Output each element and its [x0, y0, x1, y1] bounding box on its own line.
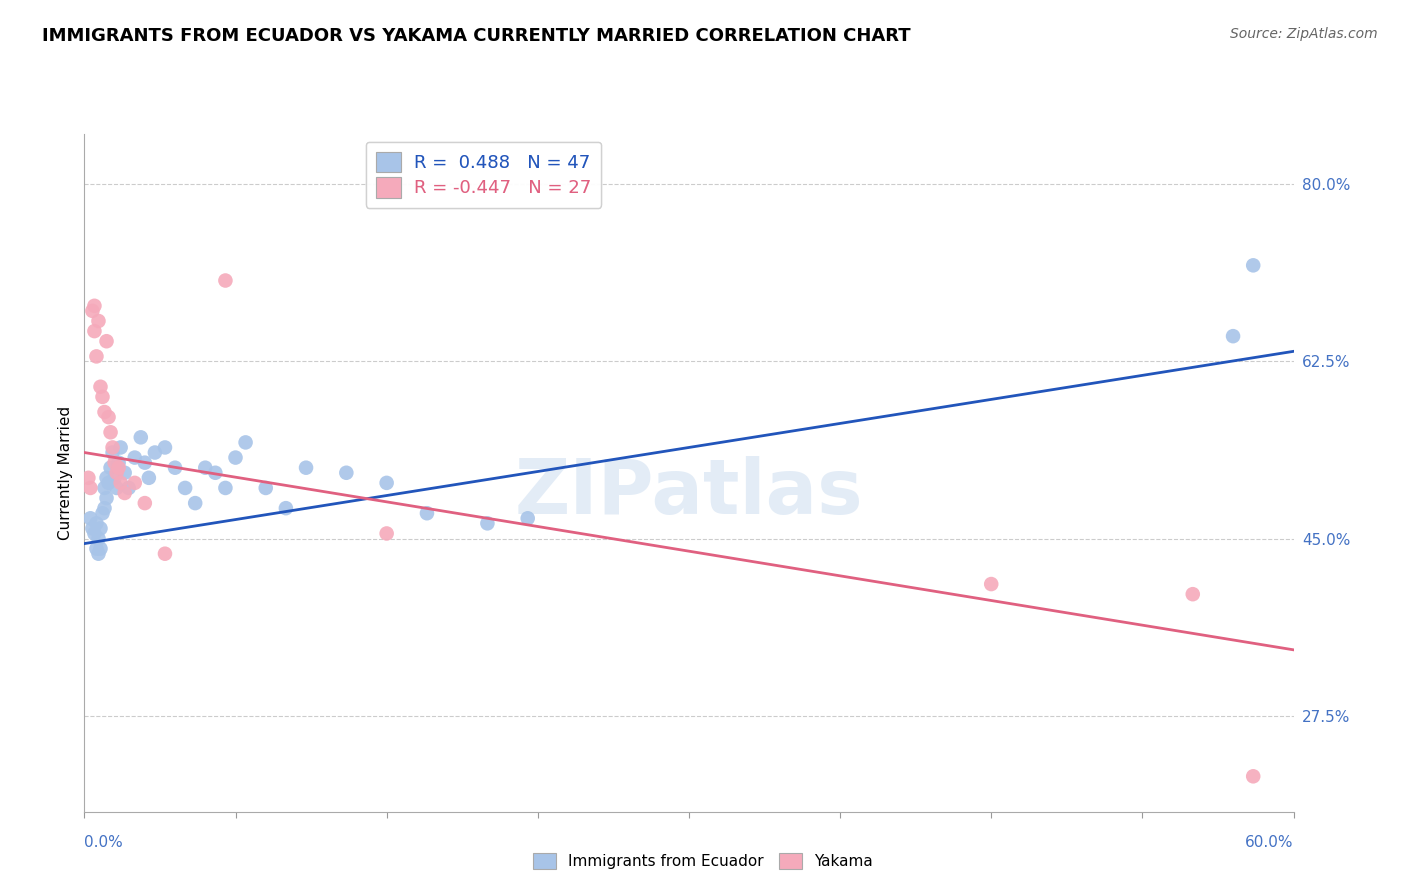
- Point: [980, 577, 1002, 591]
- Point: [87, 532, 110, 546]
- Point: [96, 471, 118, 485]
- Point: [104, 471, 127, 485]
- Point: [235, 435, 257, 450]
- Point: [96, 334, 118, 349]
- Point: [416, 506, 439, 520]
- Point: [153, 441, 176, 455]
- Point: [105, 466, 128, 480]
- Point: [93, 405, 115, 419]
- Text: ZIPatlas: ZIPatlas: [515, 456, 863, 530]
- Point: [375, 475, 398, 490]
- Y-axis label: Currently Married: Currently Married: [58, 406, 73, 540]
- Point: [274, 501, 297, 516]
- Point: [335, 466, 357, 480]
- Point: [174, 481, 197, 495]
- Point: [83, 324, 105, 338]
- Point: [79, 481, 101, 495]
- Point: [124, 450, 146, 465]
- Point: [82, 304, 104, 318]
- Point: [101, 445, 124, 459]
- Legend: R =  0.488   N = 47, R = -0.447   N = 27: R = 0.488 N = 47, R = -0.447 N = 27: [366, 142, 602, 208]
- Point: [97, 475, 120, 490]
- Point: [82, 521, 104, 535]
- Point: [89, 541, 111, 556]
- Point: [114, 466, 136, 480]
- Point: [110, 441, 132, 455]
- Point: [118, 481, 141, 495]
- Point: [97, 410, 120, 425]
- Point: [107, 456, 129, 470]
- Point: [114, 486, 136, 500]
- Legend: Immigrants from Ecuador, Yakama: Immigrants from Ecuador, Yakama: [527, 847, 879, 875]
- Point: [86, 516, 108, 531]
- Point: [153, 547, 176, 561]
- Point: [79, 511, 101, 525]
- Point: [93, 501, 115, 516]
- Point: [91, 506, 114, 520]
- Point: [101, 441, 124, 455]
- Point: [214, 273, 236, 287]
- Point: [110, 475, 132, 490]
- Point: [184, 496, 207, 510]
- Point: [1241, 258, 1264, 272]
- Point: [295, 460, 318, 475]
- Point: [89, 380, 111, 394]
- Point: [375, 526, 398, 541]
- Point: [91, 390, 114, 404]
- Point: [93, 481, 115, 495]
- Point: [1241, 769, 1264, 783]
- Point: [87, 314, 110, 328]
- Point: [77, 471, 100, 485]
- Point: [477, 516, 499, 531]
- Point: [83, 526, 105, 541]
- Point: [96, 491, 118, 505]
- Point: [100, 460, 122, 475]
- Point: [86, 541, 108, 556]
- Point: [204, 466, 226, 480]
- Text: Source: ZipAtlas.com: Source: ZipAtlas.com: [1230, 27, 1378, 41]
- Point: [100, 425, 122, 440]
- Text: 0.0%: 0.0%: [84, 836, 124, 850]
- Point: [516, 511, 538, 525]
- Point: [134, 456, 156, 470]
- Point: [1181, 587, 1204, 601]
- Point: [86, 350, 108, 364]
- Text: IMMIGRANTS FROM ECUADOR VS YAKAMA CURRENTLY MARRIED CORRELATION CHART: IMMIGRANTS FROM ECUADOR VS YAKAMA CURREN…: [42, 27, 911, 45]
- Point: [194, 460, 217, 475]
- Point: [134, 496, 156, 510]
- Point: [214, 481, 236, 495]
- Point: [107, 460, 129, 475]
- Point: [138, 471, 160, 485]
- Text: 60.0%: 60.0%: [1246, 836, 1294, 850]
- Point: [1222, 329, 1244, 343]
- Point: [124, 475, 146, 490]
- Point: [105, 481, 128, 495]
- Point: [254, 481, 277, 495]
- Point: [83, 299, 105, 313]
- Point: [87, 547, 110, 561]
- Point: [129, 430, 152, 444]
- Point: [143, 445, 166, 459]
- Point: [89, 521, 111, 535]
- Point: [165, 460, 187, 475]
- Point: [104, 456, 127, 470]
- Point: [225, 450, 247, 465]
